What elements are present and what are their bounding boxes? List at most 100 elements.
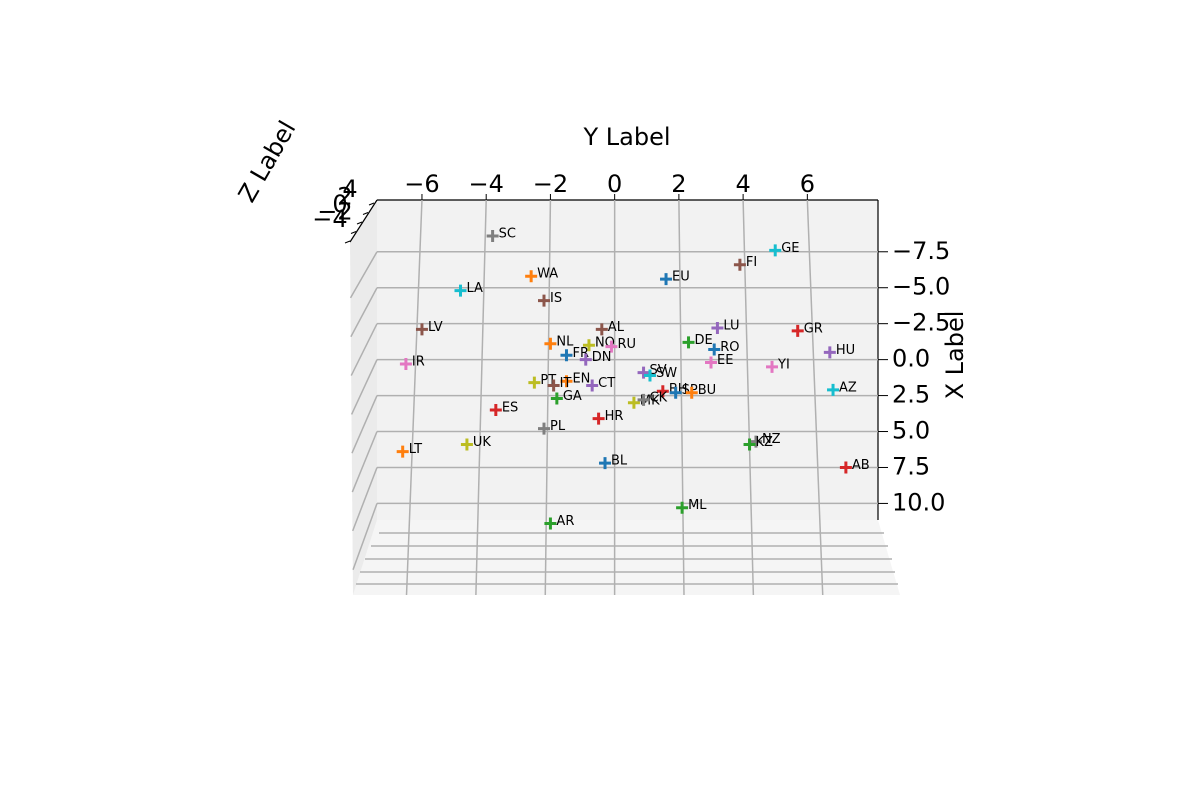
point (595, 323, 608, 336)
grid-line (405, 199, 423, 596)
grid-line (351, 431, 378, 493)
point-label: IT (560, 376, 572, 391)
grid-line (352, 503, 378, 570)
point-label: LV (428, 320, 443, 335)
point (627, 396, 640, 409)
y-tick-label: 2.5 (892, 381, 930, 409)
point-label: GA (563, 389, 582, 404)
x-tick-label: 6 (800, 170, 815, 198)
point (415, 323, 428, 336)
y-tick-label: 0.0 (892, 345, 930, 373)
z-axis-label: Z Label (233, 116, 302, 207)
point (528, 376, 541, 389)
point-label: EN (572, 372, 590, 387)
point-label: YI (777, 357, 790, 372)
point (582, 339, 595, 352)
point (643, 369, 656, 382)
grid-line (351, 395, 378, 454)
y-tick-label: −5.0 (892, 273, 950, 301)
point (560, 375, 573, 388)
point (637, 366, 650, 379)
point-label: PL (550, 419, 566, 434)
point (460, 438, 473, 451)
point (766, 360, 779, 373)
point-label: HR (605, 409, 624, 424)
point (656, 385, 669, 398)
floor-pane (353, 520, 900, 595)
point (839, 461, 852, 474)
point (592, 412, 605, 425)
point-label: ES (502, 400, 518, 415)
point-label: SP (682, 383, 698, 398)
point-label: NL (556, 334, 574, 349)
point (599, 457, 612, 470)
point-label: BL (611, 454, 628, 469)
point-label: AR (556, 514, 574, 529)
tick-mark (344, 240, 351, 244)
z-tick-label: 2 (337, 183, 352, 211)
x-axis-label: Y Label (582, 123, 670, 151)
point-label: HU (836, 343, 855, 358)
point-label: CT (598, 376, 615, 391)
point-label: KZ (756, 435, 774, 450)
point-label: WA (537, 267, 558, 282)
z-tick-label: 4 (342, 175, 357, 203)
point (550, 392, 563, 405)
point (538, 422, 550, 435)
grid-line (678, 199, 685, 596)
x-tick-label: 4 (735, 170, 750, 198)
point (711, 321, 724, 334)
x-tick-label: 2 (671, 170, 686, 198)
grid-line (349, 251, 378, 299)
tick-mark (368, 202, 375, 206)
point-label: LT (409, 442, 422, 457)
tick-mark (350, 231, 357, 234)
point-label: SC (499, 226, 516, 241)
x-tick-label: −2 (533, 170, 568, 198)
point-label: GR (804, 321, 823, 336)
point (579, 353, 592, 366)
point-label: LU (723, 318, 739, 333)
tick-mark (356, 221, 363, 225)
grid-line (475, 199, 487, 596)
y-tick-label: 7.5 (892, 452, 930, 480)
y-axis-label: X Label (941, 311, 969, 400)
point-label: LA (467, 281, 484, 296)
x-tick-label: −6 (404, 170, 439, 198)
point (544, 517, 557, 530)
point-label: IR (412, 354, 425, 369)
point-label: CK (650, 390, 668, 405)
point (525, 270, 538, 283)
point (682, 336, 695, 349)
point-label: FI (746, 255, 757, 270)
point (489, 403, 502, 416)
point (586, 379, 599, 392)
grid-line (350, 287, 378, 338)
point (399, 357, 412, 370)
point (823, 346, 836, 359)
point-label: GE (781, 241, 799, 256)
point (454, 284, 467, 297)
point (486, 229, 499, 242)
tick-mark (362, 212, 369, 215)
y-tick-label: 5.0 (892, 417, 930, 445)
point-label: AZ (839, 380, 857, 395)
point-label: AL (608, 320, 625, 335)
point (743, 438, 756, 451)
side-pane (350, 200, 377, 595)
point (749, 435, 762, 448)
point (538, 294, 550, 307)
point (769, 244, 782, 257)
point (669, 386, 682, 399)
x-tick-label: −4 (468, 170, 503, 198)
point (605, 340, 618, 353)
y-tick-label: −2.5 (892, 309, 950, 337)
point-label: DE (695, 333, 713, 348)
x-tick-label: 0 (607, 170, 622, 198)
point (637, 393, 650, 406)
grid-line (544, 199, 552, 596)
point-label: BU (698, 383, 716, 398)
floor-grid (356, 532, 898, 585)
point (547, 379, 560, 392)
